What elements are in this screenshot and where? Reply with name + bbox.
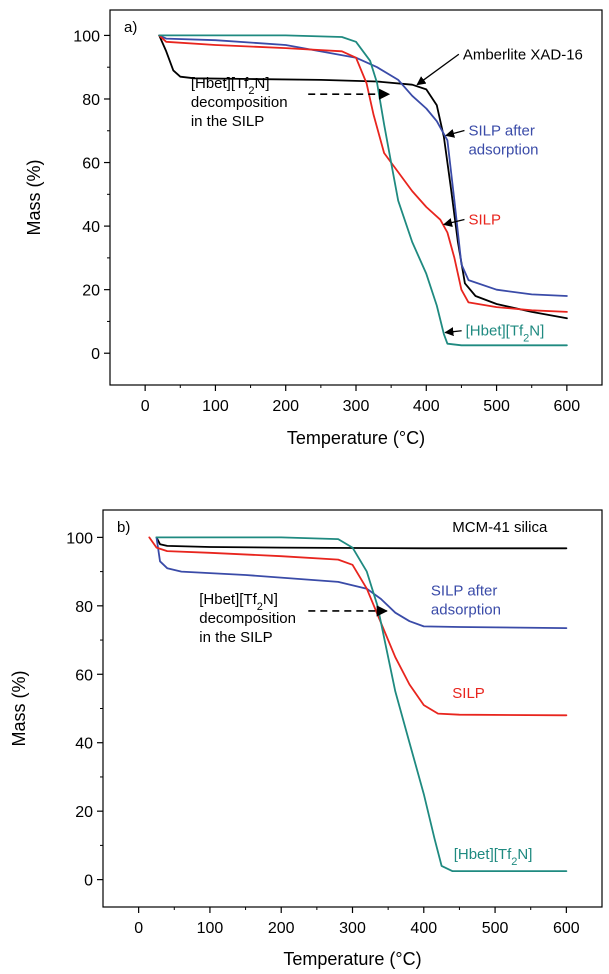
annotation-decomp: [Hbet][Tf2N] decomposition in the SILP	[191, 75, 288, 130]
y-axis-label: Mass (%)	[24, 160, 44, 236]
y-tick-label: 20	[82, 283, 100, 300]
y-tick-label: 80	[75, 599, 93, 616]
y-tick-label: 100	[66, 530, 93, 547]
y-tick-label: 80	[82, 92, 100, 109]
panel-label: b)	[117, 519, 130, 536]
x-tick-label: 200	[272, 398, 299, 415]
x-axis-label: Temperature (°C)	[283, 949, 421, 969]
y-tick-label: 20	[75, 804, 93, 821]
y-tick-label: 0	[84, 873, 93, 890]
series-line-amberlite	[158, 34, 568, 320]
x-tick-label: 500	[482, 920, 509, 937]
series-line-silp_after	[158, 34, 568, 297]
panel-label: a)	[124, 19, 137, 36]
annotation-arrow-hbet	[444, 327, 462, 337]
y-tick-label: 60	[75, 667, 93, 684]
x-tick-label: 300	[339, 920, 366, 937]
series-line-hbet	[158, 34, 568, 347]
x-axis-label: Temperature (°C)	[287, 428, 425, 448]
x-tick-label: 0	[141, 398, 150, 415]
y-tick-label: 60	[82, 156, 100, 173]
annotation-mcm41: MCM-41 silica	[452, 519, 548, 536]
x-tick-label: 100	[202, 398, 229, 415]
x-tick-label: 300	[343, 398, 370, 415]
x-tick-label: 500	[483, 398, 510, 415]
x-tick-label: 200	[268, 920, 295, 937]
x-tick-label: 0	[134, 920, 143, 937]
annotation-arrow-amberlite	[416, 53, 460, 86]
annotation-arrow-silp_after	[445, 128, 465, 138]
y-tick-label: 100	[73, 28, 100, 45]
x-tick-label: 600	[553, 920, 580, 937]
x-tick-label: 100	[197, 920, 224, 937]
y-tick-label: 40	[82, 219, 100, 236]
series-line-silp	[158, 34, 568, 313]
annotation-amberlite: Amberlite XAD-16	[463, 46, 583, 63]
plot-frame	[109, 9, 603, 386]
x-tick-label: 400	[413, 398, 440, 415]
series-line-silp	[148, 536, 568, 717]
panel-b-chart: 0 100 200 300 400 500 600 0 20 40 60 80 100 Temperatu…	[9, 509, 603, 969]
y-axis-label: Mass (%)	[9, 671, 29, 747]
annotation-arrow-silp	[442, 218, 465, 228]
annotation-hbet: [Hbet][Tf2N]	[454, 846, 533, 868]
annotation-silp_after: SILP after adsorption	[431, 583, 501, 619]
y-tick-label: 40	[75, 736, 93, 753]
x-tick-label: 400	[410, 920, 437, 937]
annotation-silp: SILP	[468, 212, 501, 229]
annotation-hbet: [Hbet][Tf2N]	[466, 323, 545, 345]
annotation-silp_after: SILP after adsorption	[468, 123, 538, 159]
series-line-hbet	[155, 536, 568, 872]
series-line-mcm41	[155, 536, 568, 550]
annotation-silp: SILP	[452, 685, 485, 702]
annotation-decomp: [Hbet][Tf2N] decomposition in the SILP	[199, 591, 296, 646]
panel-a-chart: 0 100 200 300 400 500 600 0 20 40 60 80 100 Temperatu…	[24, 9, 603, 448]
x-tick-label: 600	[554, 398, 581, 415]
y-tick-label: 0	[91, 346, 100, 363]
